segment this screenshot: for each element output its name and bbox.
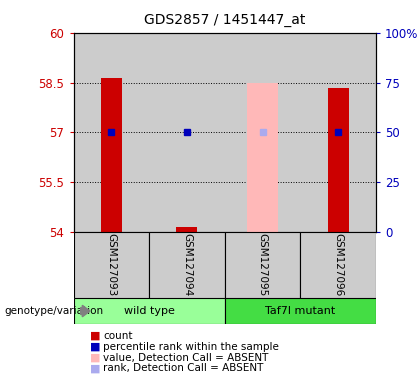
Bar [74, 298, 225, 324]
Bar [74, 33, 149, 232]
Bar [101, 78, 122, 232]
Bar [74, 232, 149, 298]
Bar [300, 232, 376, 298]
FancyArrow shape [81, 305, 90, 317]
Text: wild type: wild type [123, 306, 175, 316]
Bar [225, 298, 376, 324]
Text: Taf7l mutant: Taf7l mutant [265, 306, 336, 316]
Text: percentile rank within the sample: percentile rank within the sample [103, 342, 279, 352]
Bar [300, 33, 376, 232]
Bar [176, 227, 197, 232]
Text: ■: ■ [90, 342, 101, 352]
Text: ■: ■ [90, 331, 101, 341]
Text: GSM127095: GSM127095 [257, 233, 268, 296]
Text: GSM127094: GSM127094 [182, 233, 192, 296]
Text: genotype/variation: genotype/variation [4, 306, 103, 316]
Text: ■: ■ [90, 363, 101, 373]
Text: rank, Detection Call = ABSENT: rank, Detection Call = ABSENT [103, 363, 263, 373]
Bar [225, 232, 300, 298]
Text: GSM127093: GSM127093 [106, 233, 116, 296]
Text: value, Detection Call = ABSENT: value, Detection Call = ABSENT [103, 353, 268, 362]
Bar [149, 232, 225, 298]
Title: GDS2857 / 1451447_at: GDS2857 / 1451447_at [144, 13, 305, 27]
Bar [328, 88, 349, 232]
Bar [149, 33, 225, 232]
Text: ■: ■ [90, 353, 101, 362]
Bar [225, 33, 300, 232]
Bar [247, 83, 278, 232]
Text: GSM127096: GSM127096 [333, 233, 343, 296]
Text: count: count [103, 331, 132, 341]
